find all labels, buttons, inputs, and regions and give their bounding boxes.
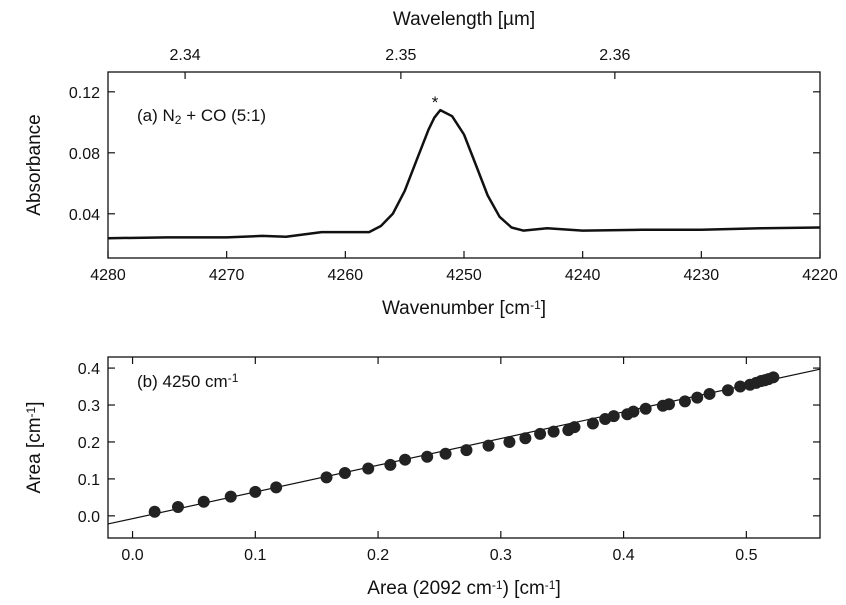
x-tick-label: 0.0 <box>121 547 143 564</box>
x-tick-label: 4240 <box>565 267 601 284</box>
y-axis-label: Area [cm-1] <box>24 402 45 494</box>
x-tick-label: 4230 <box>684 267 720 284</box>
annotation: (b) 4250 cm-1 <box>137 371 239 391</box>
x2-axis-label: Wavelength [µm] <box>393 9 535 30</box>
data-point <box>663 398 676 411</box>
data-point <box>639 402 652 415</box>
y-tick-label: 0.1 <box>78 472 100 489</box>
x-tick-label: 0.4 <box>612 547 634 564</box>
superscript: -1 <box>530 298 541 312</box>
text-part: Area [cm <box>24 417 45 493</box>
text-part: Area (2092 cm <box>367 578 492 599</box>
data-point <box>338 466 351 479</box>
x-tick-label: 4270 <box>209 267 245 284</box>
text-part: ] <box>24 402 45 407</box>
data-point <box>224 490 237 503</box>
x-tick-label: 0.2 <box>367 547 389 564</box>
data-point <box>547 425 560 438</box>
data-point <box>460 444 473 457</box>
peak-marker: * <box>432 93 439 112</box>
y-axis-label: Absorbance <box>24 114 45 215</box>
subscript: 2 <box>175 113 182 127</box>
data-point <box>249 485 262 498</box>
x-tick-label: 4250 <box>446 267 482 284</box>
superscript: -1 <box>24 406 38 417</box>
superscript: -1 <box>492 578 503 592</box>
plot-frame <box>107 356 821 539</box>
data-point <box>586 417 599 430</box>
data-point <box>767 371 780 384</box>
data-point <box>691 391 704 404</box>
y-tick-label: 0.04 <box>69 207 100 224</box>
text-part: ) [cm <box>503 578 545 599</box>
x-tick-label: 4220 <box>802 267 838 284</box>
data-point <box>362 462 375 475</box>
annotation: (a) N2 + CO (5:1) <box>137 106 266 127</box>
text-part: ] <box>555 578 560 599</box>
data-point <box>148 505 161 518</box>
y-tick-label: 0.4 <box>78 361 100 378</box>
spectrum-line <box>107 108 821 240</box>
data-point <box>703 387 716 400</box>
data-point <box>439 447 452 460</box>
x2-tick-label: 2.34 <box>170 47 201 64</box>
data-point <box>627 405 640 418</box>
data-point <box>399 453 412 466</box>
data-point <box>320 471 333 484</box>
text-part: ] <box>541 298 546 319</box>
data-point <box>482 439 495 452</box>
y-tick-label: 0.08 <box>69 146 100 163</box>
y-tick-label: 0.0 <box>78 509 100 526</box>
x2-tick-label: 2.36 <box>599 47 630 64</box>
data-point <box>519 432 532 445</box>
x-axis-label: Wavenumber [cm-1] <box>382 298 546 319</box>
y-tick-label: 0.2 <box>78 435 100 452</box>
y-tick-label: 0.12 <box>69 85 100 102</box>
x-tick-label: 4260 <box>328 267 364 284</box>
x2-tick-label: 2.35 <box>385 47 416 64</box>
data-point <box>721 384 734 397</box>
text-part: Wavenumber [cm <box>382 298 530 319</box>
superscript: -1 <box>228 371 239 385</box>
text-part: (a) N <box>137 106 175 125</box>
data-point <box>678 395 691 408</box>
data-point <box>384 458 397 471</box>
x-tick-label: 0.5 <box>735 547 757 564</box>
text-part: (b) 4250 cm <box>137 372 228 391</box>
data-point <box>607 410 620 423</box>
data-point <box>270 481 283 494</box>
text-part: + CO (5:1) <box>181 106 266 125</box>
data-point <box>421 450 434 463</box>
x-tick-label: 0.1 <box>244 547 266 564</box>
data-point <box>734 380 747 393</box>
y-tick-label: 0.3 <box>78 398 100 415</box>
x-tick-label: 0.3 <box>490 547 512 564</box>
data-point <box>503 435 516 448</box>
superscript: -1 <box>545 578 556 592</box>
data-point <box>197 495 210 508</box>
data-point <box>534 427 547 440</box>
x-axis-label: Area (2092 cm-1) [cm-1] <box>367 578 560 599</box>
x-tick-label: 4280 <box>90 267 126 284</box>
data-point <box>568 421 581 434</box>
data-point <box>171 500 184 513</box>
